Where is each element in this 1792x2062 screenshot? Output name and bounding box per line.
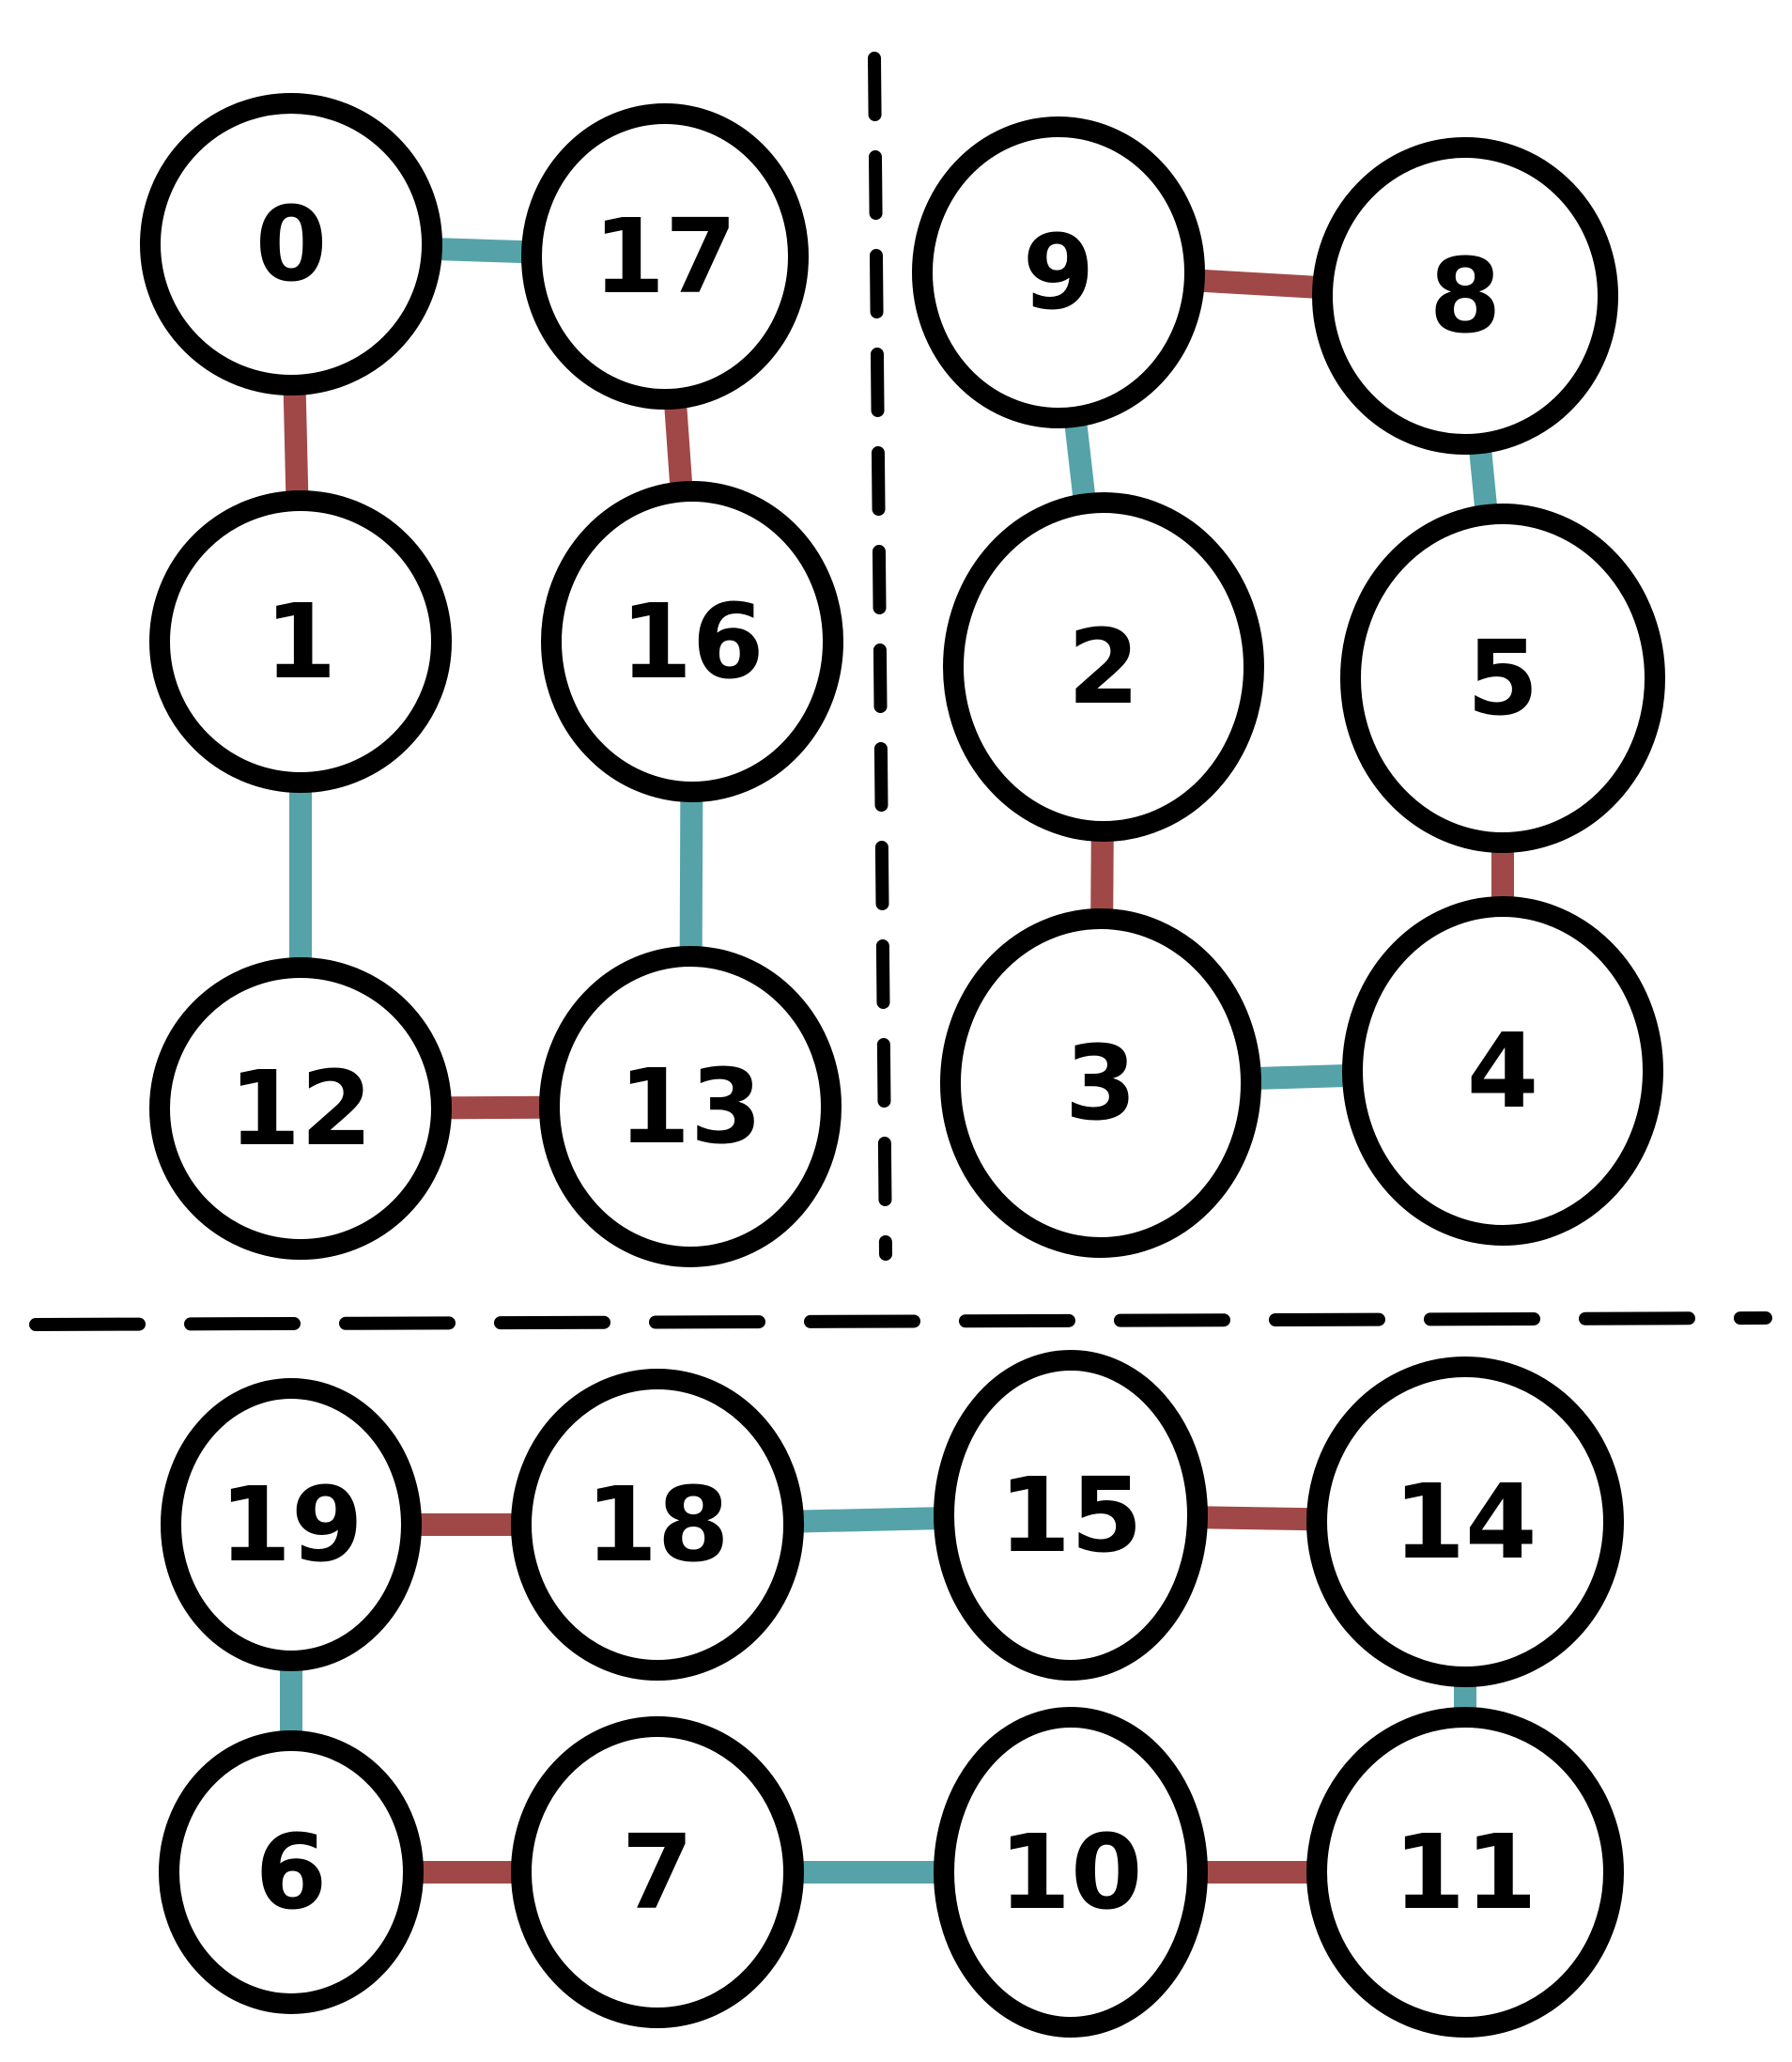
node-circle xyxy=(1340,504,1665,853)
node-label: 15 xyxy=(998,1455,1142,1575)
node-label: 12 xyxy=(228,1048,372,1169)
node-label: 11 xyxy=(1393,1812,1537,1932)
node-6: 6 xyxy=(159,1730,424,2014)
node-14: 14 xyxy=(1306,1357,1624,1687)
node-circle xyxy=(1342,896,1663,1246)
node-19: 19 xyxy=(161,1378,422,1671)
node-label: 2 xyxy=(1068,607,1140,727)
node-label: 3 xyxy=(1065,1023,1137,1143)
node-18: 18 xyxy=(511,1369,804,1681)
node-circle xyxy=(149,490,452,793)
node-label: 16 xyxy=(620,581,764,702)
node-label: 8 xyxy=(1429,236,1502,356)
node-label: 13 xyxy=(618,1047,762,1167)
node-4: 4 xyxy=(1342,896,1663,1246)
node-9: 9 xyxy=(912,116,1205,428)
node-circle xyxy=(940,908,1261,1258)
node-circle xyxy=(541,481,843,802)
node-circle xyxy=(934,1350,1208,1681)
horizontal-divider xyxy=(29,1311,1772,1331)
node-circle xyxy=(943,492,1264,842)
node-label: 10 xyxy=(998,1812,1142,1932)
node-13: 13 xyxy=(539,946,842,1267)
node-circle xyxy=(511,1369,804,1681)
node-16: 16 xyxy=(541,481,843,802)
node-8: 8 xyxy=(1312,137,1618,455)
node-circle xyxy=(934,1707,1208,2038)
node-11: 11 xyxy=(1306,1707,1624,2038)
node-circle xyxy=(161,1378,422,1671)
node-label: 4 xyxy=(1467,1011,1539,1131)
vertical-divider xyxy=(868,52,892,1261)
node-circle xyxy=(521,103,809,410)
node-1: 1 xyxy=(149,490,452,793)
node-7: 7 xyxy=(511,1716,804,2028)
node-label: 7 xyxy=(622,1812,694,1932)
node-circle xyxy=(1306,1707,1624,2038)
edges-layer xyxy=(280,233,1514,1884)
nodes-layer: 0 17 9 8 1 16 2 5 12 13 3 4 19 18 15 14 6 7 10 11 xyxy=(140,93,1665,2038)
node-label: 9 xyxy=(1023,212,1095,333)
node-17: 17 xyxy=(521,103,809,410)
node-circle xyxy=(1306,1357,1624,1687)
node-3: 3 xyxy=(940,908,1261,1258)
node-label: 14 xyxy=(1393,1462,1537,1582)
node-circle xyxy=(1312,137,1618,455)
node-15: 15 xyxy=(934,1350,1208,1681)
node-label: 5 xyxy=(1467,618,1539,738)
node-2: 2 xyxy=(943,492,1264,842)
node-circle xyxy=(140,93,442,395)
node-circle xyxy=(912,116,1205,428)
node-label: 0 xyxy=(255,184,328,304)
node-5: 5 xyxy=(1340,504,1665,853)
node-circle xyxy=(149,957,452,1260)
node-label: 18 xyxy=(585,1465,729,1585)
node-label: 19 xyxy=(219,1465,363,1585)
dividers-layer xyxy=(29,52,1772,1331)
node-label: 1 xyxy=(265,581,337,702)
node-label: 6 xyxy=(255,1812,328,1932)
node-12: 12 xyxy=(149,957,452,1260)
node-circle xyxy=(539,946,842,1267)
node-10: 10 xyxy=(934,1707,1208,2038)
node-circle xyxy=(159,1730,424,2014)
node-label: 17 xyxy=(593,196,736,317)
node-0: 0 xyxy=(140,93,442,395)
node-circle xyxy=(511,1716,804,2028)
